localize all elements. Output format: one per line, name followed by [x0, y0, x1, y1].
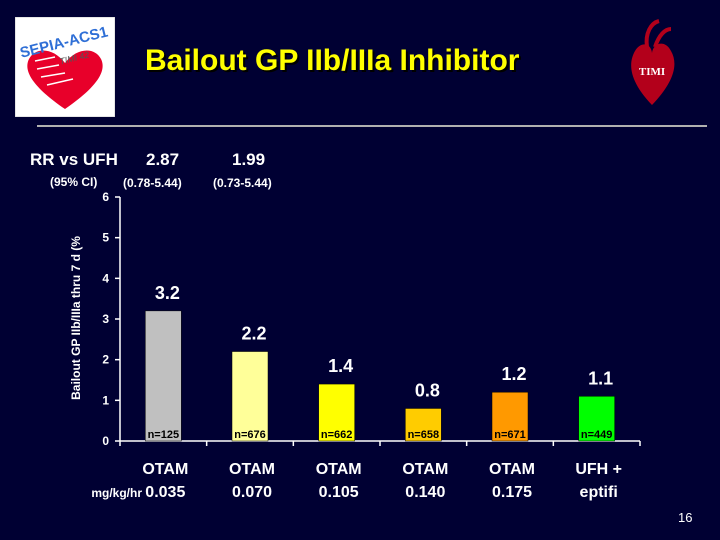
bar [145, 310, 182, 442]
slide-number: 16 [678, 510, 693, 525]
y-tick-label: 3 [102, 312, 109, 326]
y-tick-label: 0 [102, 434, 109, 448]
n-label: n=671 [494, 429, 526, 441]
x-category-sublabel: 0.070 [232, 484, 272, 501]
n-label: n=658 [408, 429, 440, 441]
x-category-sublabel: 0.105 [319, 484, 359, 501]
data-label: 2.2 [241, 324, 266, 344]
y-tick-label: 2 [102, 353, 109, 367]
x-category-sublabel: 0.175 [492, 484, 532, 501]
x-category-sublabel: 0.140 [405, 484, 445, 501]
x-category-sublabel: eptifi [580, 484, 618, 501]
ci-value-1: (0.78-5.44) [123, 176, 182, 190]
rr-label: RR vs UFH [30, 150, 118, 169]
data-label: 1.2 [501, 364, 526, 384]
x-category-label: OTAM [402, 461, 448, 478]
page-title: Bailout GP IIb/IIIa Inhibitor [145, 44, 520, 77]
ci-label: (95% CI) [50, 175, 98, 189]
y-tick-label: 4 [102, 271, 109, 285]
x-category-label: OTAM [229, 461, 275, 478]
n-label: n=125 [148, 429, 180, 441]
bar [318, 383, 355, 442]
data-label: 1.1 [588, 368, 613, 388]
rr-value-1: 2.87 [146, 150, 180, 169]
ci-value-2: (0.73-5.44) [213, 176, 272, 190]
bar [231, 351, 269, 442]
n-label: n=676 [234, 429, 266, 441]
data-label: 3.2 [155, 283, 180, 303]
x-category-label: OTAM [316, 461, 362, 478]
x-category-label: OTAM [489, 461, 535, 478]
unit-label: mg/kg/hr [91, 486, 142, 500]
bar [578, 396, 615, 442]
data-label: 0.8 [415, 380, 440, 400]
n-label: n=662 [321, 429, 353, 441]
x-category-label: UFH + [575, 461, 622, 478]
x-category-sublabel: 0.035 [145, 484, 185, 501]
x-category-label: OTAM [142, 461, 188, 478]
sepia-heart-logo-icon: SEPIA-ACS1 TIMI 42 [15, 17, 115, 117]
bar [491, 391, 529, 442]
y-tick-label: 6 [102, 190, 109, 204]
title-divider [37, 125, 707, 127]
timi-heart-logo-icon: TIMI [631, 19, 675, 105]
n-label: n=449 [581, 429, 613, 441]
y-tick-label: 5 [102, 231, 109, 245]
data-label: 1.4 [328, 356, 353, 376]
y-tick-label: 1 [102, 393, 109, 407]
rr-value-2: 1.99 [232, 150, 266, 169]
logo-right-text: TIMI [639, 66, 665, 78]
bar [405, 408, 442, 442]
y-axis-label: Bailout GP IIb/IIIa thru 7 d (% [69, 236, 83, 400]
